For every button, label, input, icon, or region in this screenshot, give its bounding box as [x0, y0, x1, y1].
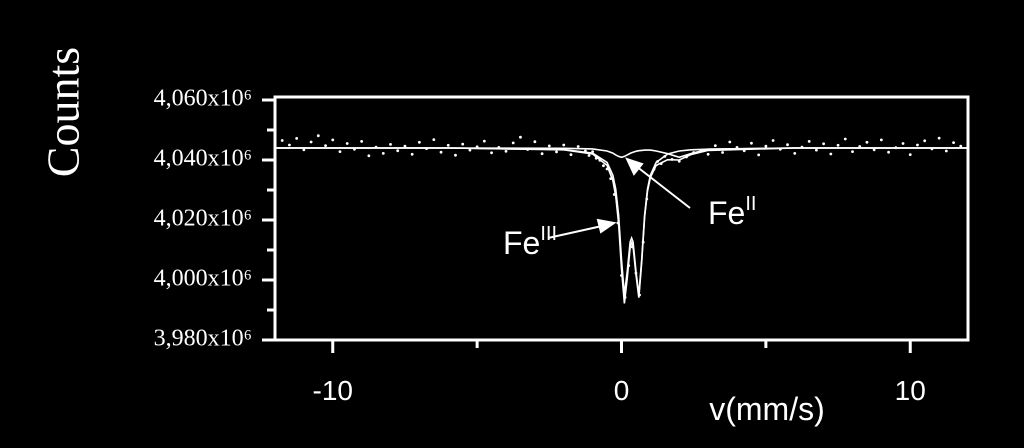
- annotation: FeII: [708, 193, 756, 231]
- data-point: [345, 142, 349, 145]
- data-point: [446, 143, 450, 147]
- data-point: [461, 142, 465, 146]
- fit-line: [275, 147, 968, 296]
- data-point: [309, 140, 313, 144]
- data-point: [295, 137, 299, 140]
- data-point: [887, 150, 890, 154]
- fit-line: [275, 147, 968, 304]
- data-point: [562, 143, 566, 147]
- data-point: [324, 144, 327, 148]
- data-point: [331, 138, 335, 142]
- data-point: [786, 143, 789, 147]
- fit-line: [275, 147, 968, 159]
- arrow-head: [596, 218, 617, 234]
- data-point: [750, 141, 753, 145]
- data-point: [807, 140, 811, 143]
- data-point: [829, 152, 833, 156]
- data-point: [569, 153, 573, 157]
- data-point: [288, 143, 291, 147]
- data-point: [417, 140, 421, 144]
- data-point: [728, 140, 732, 144]
- y-tick-label: 3,980x10⁶: [154, 326, 252, 352]
- data-point: [316, 134, 320, 138]
- data-point: [555, 150, 558, 154]
- data-point: [280, 139, 284, 142]
- data-point: [587, 154, 591, 157]
- annotation-superscript: II: [745, 193, 756, 215]
- data-point: [764, 144, 768, 148]
- y-tick-label: 4,060x10⁶: [154, 86, 252, 112]
- data-point: [713, 144, 717, 148]
- data-point: [490, 151, 493, 155]
- arrow-head: [625, 157, 644, 176]
- data-point: [468, 148, 472, 152]
- data-point: [721, 151, 724, 154]
- data-point: [836, 143, 840, 147]
- y-axis-label: Counts: [38, 47, 89, 177]
- data-point: [944, 149, 948, 153]
- data-point: [822, 142, 826, 146]
- data-point: [302, 148, 306, 152]
- data-point: [937, 136, 941, 140]
- arrows: [547, 157, 691, 239]
- arrow: [547, 225, 603, 239]
- data-point: [454, 153, 457, 157]
- data-point: [923, 139, 927, 143]
- data-point: [403, 144, 407, 148]
- x-tick-label: -10: [313, 375, 353, 406]
- data-point: [815, 148, 818, 152]
- y-tick-label: 4,000x10⁶: [154, 266, 252, 292]
- x-tick-label: 10: [895, 375, 926, 406]
- data-point: [389, 143, 392, 146]
- data-point: [533, 140, 537, 144]
- data-point: [519, 135, 522, 139]
- data-point: [872, 148, 876, 152]
- data-point: [540, 152, 544, 156]
- data-point: [410, 152, 414, 156]
- data-point: [952, 141, 955, 145]
- data-point: [439, 150, 443, 154]
- data-point: [432, 138, 436, 142]
- data-point: [338, 150, 342, 154]
- data-point: [547, 144, 551, 148]
- data-point: [771, 139, 775, 142]
- data-point: [360, 140, 364, 143]
- arrow: [635, 165, 691, 209]
- data-point: [396, 149, 400, 153]
- annotation-text: Fe: [503, 225, 540, 261]
- data-point: [916, 143, 919, 147]
- data-point: [367, 154, 371, 158]
- data-point: [908, 153, 912, 157]
- x-tick-label: 0: [614, 375, 630, 406]
- data-point: [865, 140, 869, 144]
- data-point: [843, 137, 847, 141]
- data-point: [879, 138, 883, 142]
- data-point: [851, 150, 854, 154]
- data-point: [482, 139, 486, 143]
- data-point: [706, 152, 710, 156]
- y-tick-label: 4,040x10⁶: [154, 146, 252, 172]
- data-point: [757, 153, 761, 157]
- y-tick-label: 4,020x10⁶: [154, 206, 252, 232]
- data-point: [504, 149, 508, 153]
- data-point: [793, 152, 797, 155]
- data-point: [901, 142, 905, 145]
- annotation: FeIII: [503, 223, 557, 261]
- data-point: [381, 152, 385, 155]
- x-axis-label: v(mm/s): [709, 391, 825, 427]
- plot-frame: [273, 95, 970, 342]
- annotation-text: Fe: [708, 195, 745, 231]
- data-point: [602, 164, 605, 168]
- annotation-superscript: III: [540, 223, 557, 245]
- data-point: [959, 144, 963, 148]
- data-point: [511, 141, 515, 145]
- data-point: [576, 145, 580, 148]
